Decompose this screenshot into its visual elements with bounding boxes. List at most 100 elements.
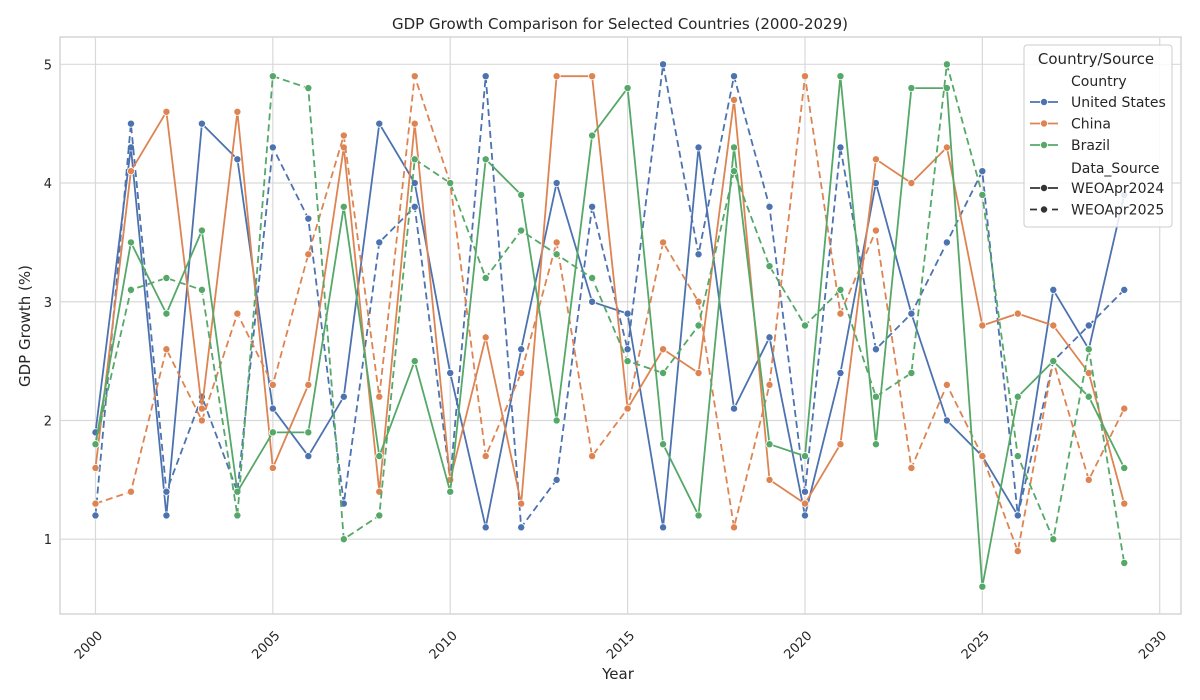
data-point bbox=[659, 238, 668, 247]
data-point bbox=[481, 274, 490, 283]
data-point bbox=[765, 380, 774, 389]
data-point bbox=[1013, 452, 1022, 461]
data-point bbox=[1084, 475, 1093, 484]
legend-box bbox=[1023, 44, 1173, 228]
y-tick-label: 1 bbox=[44, 533, 52, 548]
data-point bbox=[730, 404, 739, 413]
data-point bbox=[659, 345, 668, 354]
plot-area bbox=[59, 36, 1182, 615]
data-point bbox=[304, 452, 313, 461]
data-point bbox=[339, 202, 348, 211]
data-point bbox=[907, 179, 916, 188]
data-point bbox=[162, 487, 171, 496]
data-point bbox=[375, 392, 384, 401]
legend-source-label: WEOApr2024 bbox=[1071, 181, 1164, 197]
legend-source-marker bbox=[1040, 183, 1049, 192]
data-point bbox=[588, 131, 597, 140]
data-point bbox=[268, 428, 277, 437]
data-point bbox=[1120, 463, 1129, 472]
data-point bbox=[304, 214, 313, 223]
y-tick-label: 4 bbox=[44, 177, 52, 192]
data-point bbox=[978, 321, 987, 330]
data-point bbox=[871, 226, 880, 235]
data-point bbox=[304, 380, 313, 389]
data-point bbox=[623, 357, 632, 366]
data-point bbox=[836, 440, 845, 449]
data-point bbox=[836, 285, 845, 294]
data-point bbox=[836, 72, 845, 81]
data-point bbox=[1120, 499, 1129, 508]
data-point bbox=[694, 143, 703, 152]
data-point bbox=[1049, 321, 1058, 330]
data-point bbox=[907, 463, 916, 472]
data-point bbox=[233, 155, 242, 164]
data-point bbox=[375, 452, 384, 461]
data-point bbox=[659, 368, 668, 377]
legend-swatch-marker bbox=[1040, 119, 1049, 128]
data-point bbox=[162, 511, 171, 520]
data-point bbox=[375, 238, 384, 247]
data-point bbox=[659, 440, 668, 449]
data-point bbox=[800, 487, 809, 496]
x-axis-label: Year bbox=[601, 665, 635, 683]
legend-country-header: Country bbox=[1071, 74, 1127, 90]
data-point bbox=[375, 119, 384, 128]
data-point bbox=[623, 84, 632, 93]
data-point bbox=[800, 499, 809, 508]
data-point bbox=[162, 274, 171, 283]
data-point bbox=[978, 167, 987, 176]
data-point bbox=[481, 523, 490, 532]
data-point bbox=[517, 499, 526, 508]
data-point bbox=[481, 155, 490, 164]
data-point bbox=[304, 250, 313, 259]
data-point bbox=[410, 357, 419, 366]
data-point bbox=[162, 309, 171, 318]
legend-label: China bbox=[1071, 117, 1111, 133]
data-point bbox=[517, 368, 526, 377]
data-point bbox=[517, 226, 526, 235]
data-point bbox=[730, 72, 739, 81]
data-point bbox=[730, 95, 739, 104]
data-point bbox=[730, 523, 739, 532]
data-point bbox=[233, 309, 242, 318]
data-point bbox=[1120, 558, 1129, 567]
data-point bbox=[765, 262, 774, 271]
data-point bbox=[1120, 404, 1129, 413]
y-tick-label: 2 bbox=[44, 414, 52, 429]
data-point bbox=[126, 167, 135, 176]
data-point bbox=[694, 511, 703, 520]
y-axis-label: GDP Growth (%) bbox=[16, 265, 34, 387]
data-point bbox=[694, 368, 703, 377]
data-point bbox=[907, 84, 916, 93]
data-point bbox=[588, 72, 597, 81]
data-point bbox=[588, 452, 597, 461]
data-point bbox=[871, 345, 880, 354]
legend: Country/Source Country United States Chin… bbox=[1023, 44, 1173, 228]
legend-swatch-marker bbox=[1040, 98, 1049, 107]
data-point bbox=[765, 440, 774, 449]
data-point bbox=[126, 285, 135, 294]
data-point bbox=[1084, 392, 1093, 401]
data-point bbox=[836, 143, 845, 152]
data-point bbox=[588, 297, 597, 306]
data-point bbox=[339, 131, 348, 140]
y-tick-label: 3 bbox=[44, 296, 52, 311]
data-point bbox=[942, 380, 951, 389]
data-point bbox=[446, 179, 455, 188]
data-point bbox=[765, 202, 774, 211]
data-point bbox=[1049, 357, 1058, 366]
data-point bbox=[91, 440, 100, 449]
data-point bbox=[197, 226, 206, 235]
data-point bbox=[91, 499, 100, 508]
data-point bbox=[694, 250, 703, 259]
data-point bbox=[552, 416, 561, 425]
data-point bbox=[481, 333, 490, 342]
data-point bbox=[517, 345, 526, 354]
series-line-united-states-weoapr2024 bbox=[94, 122, 1126, 529]
series-brazil-weoapr2025 bbox=[91, 60, 1129, 567]
series-china-weoapr2025 bbox=[91, 72, 1129, 556]
legend-sources: WEOApr2024 WEOApr2025 bbox=[1030, 181, 1164, 219]
legend-source-header: Data_Source bbox=[1071, 161, 1160, 177]
data-point bbox=[978, 452, 987, 461]
